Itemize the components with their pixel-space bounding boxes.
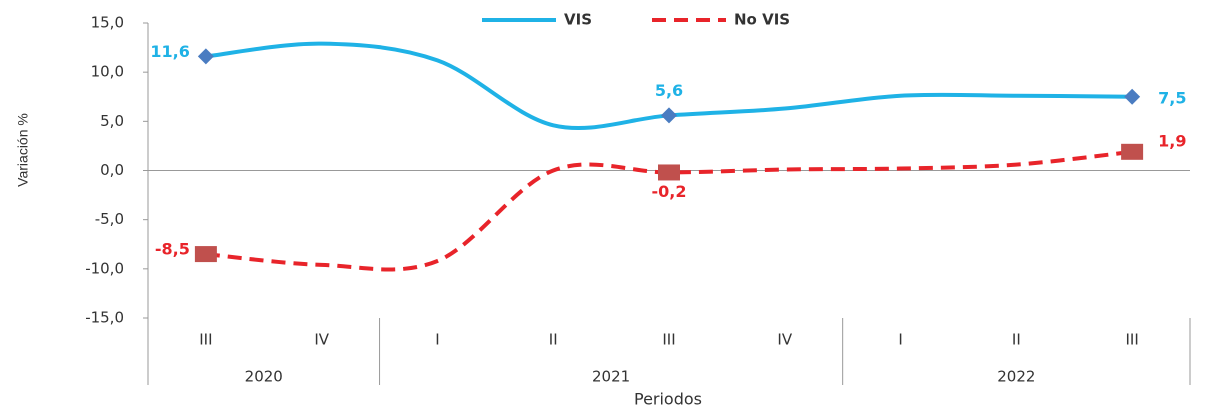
marker [1121, 143, 1144, 160]
y-tick-label: 0,0 [100, 161, 124, 179]
x-tick-label: II [549, 331, 558, 349]
data-label: 5,6 [655, 81, 683, 100]
y-tick-label: 10,0 [91, 63, 124, 81]
data-label: 11,6 [150, 42, 189, 61]
marker [1124, 88, 1141, 105]
y-tick-label: -5,0 [95, 210, 124, 228]
x-tick-label: III [199, 331, 212, 349]
x-tick-label: I [898, 331, 902, 349]
y-tick-label: 5,0 [100, 112, 124, 130]
year-label: 2021 [592, 368, 630, 386]
marker [661, 107, 677, 124]
year-label: 2022 [997, 368, 1035, 386]
x-tick-label: III [662, 331, 675, 349]
x-tick-label: I [435, 331, 439, 349]
x-tick-label: IV [314, 331, 329, 349]
data-label: 7,5 [1158, 88, 1186, 107]
marker [194, 246, 217, 263]
x-tick-label: II [1012, 331, 1021, 349]
y-tick-label: -15,0 [85, 309, 124, 327]
legend-label: No VIS [734, 11, 790, 29]
x-tick-label: IV [777, 331, 792, 349]
x-tick-label: III [1125, 331, 1138, 349]
legend-label: VIS [564, 11, 592, 29]
data-label: -0,2 [652, 182, 687, 201]
year-label: 2020 [245, 368, 283, 386]
y-axis-title: Variación % [15, 113, 31, 187]
data-label: -8,5 [155, 240, 190, 259]
y-tick-label: 15,0 [91, 14, 124, 32]
y-tick-label: -10,0 [85, 259, 124, 277]
x-axis-title: Periodos [634, 390, 702, 409]
marker [658, 164, 680, 181]
data-label: 1,9 [1158, 131, 1186, 150]
marker [197, 48, 214, 65]
